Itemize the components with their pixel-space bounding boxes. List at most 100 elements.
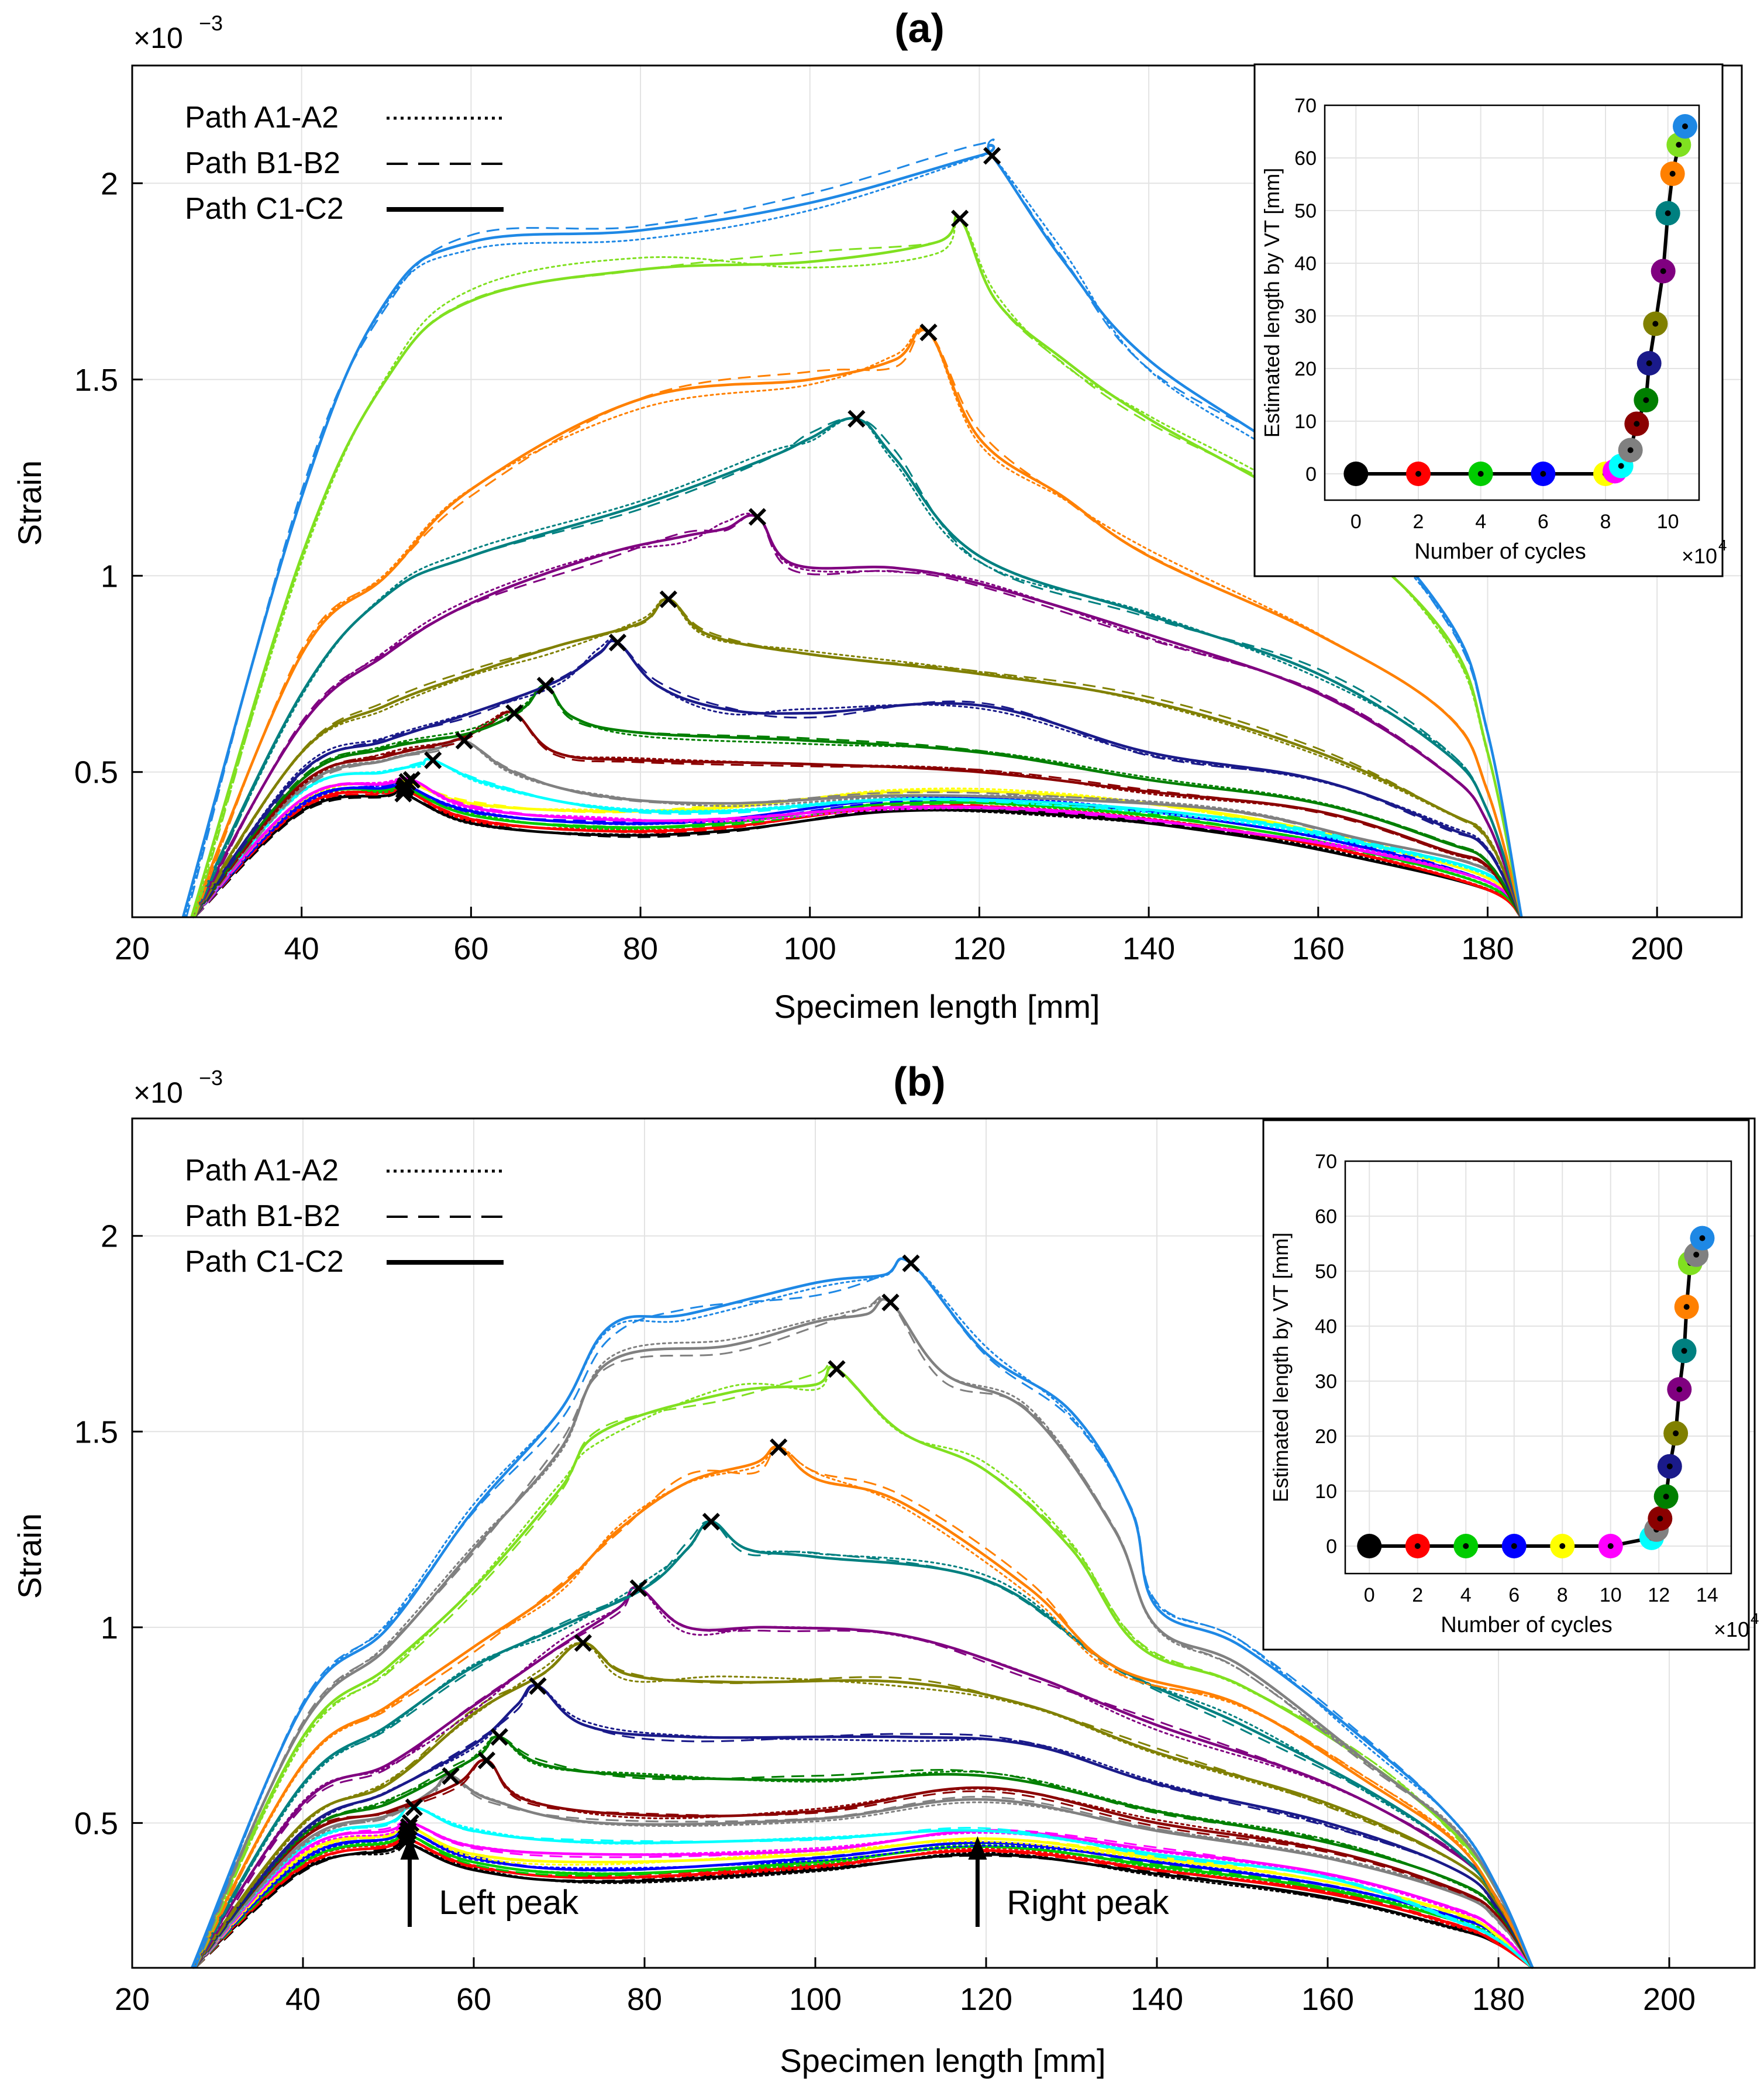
panel-b-peak-marker [477,1751,496,1770]
panel-a-peak-marker-stroke [394,784,412,803]
panel-b-inset-x-tick-label: 12 [1648,1584,1670,1606]
panel-a-peak-markers [394,147,1001,803]
panel-a-curve-path-b1-b2-navy [194,640,1522,918]
panel-a-peak-marker [536,677,554,695]
panel-b-x-tick-label: 80 [627,1982,662,2017]
panel-a-peak-marker [455,731,473,750]
panel-a-curve-path-c1-c2-dark-green [190,684,1523,918]
panel-b-inset-x-tick-label: 2 [1412,1584,1423,1606]
panel-b-curve-path-c1-c2-dark-green [191,1735,1534,1969]
panel-b-peak-marker-stroke [629,1579,647,1598]
panel-b-legend: Path A1-A2 Path B1-B2 Path C1-C2 [185,1154,504,1279]
panel-b-inset-point-center [1676,1386,1683,1393]
panel-b-peak-marker [574,1634,592,1652]
panel-a-peak-marker-stroke [536,677,554,695]
panel-b-inset-x-tick-label: 8 [1557,1584,1568,1606]
panel-b-y-tick-label: 0.5 [74,1806,118,1841]
panel-b-label: (b) [893,1059,945,1104]
panel-b-peak-marker-stroke [574,1634,592,1652]
panel-a-y-exponent-power: −3 [199,11,223,35]
panel-b-inset-point-center [1463,1543,1469,1549]
panel-b-x-tick-label: 40 [285,1982,321,2017]
panel-a-peak-marker [608,634,627,652]
panel-b-inset-point-center [1666,1463,1673,1469]
panel-a-peak-marker-stroke [748,508,767,526]
panel-b-curve-path-c1-c2-red [191,1836,1534,1969]
panel-a-inset-x-tick-label: 2 [1413,511,1424,533]
panel-b-annotation-arrow-head [400,1836,419,1860]
panel-a-peak-marker-stroke [455,731,473,750]
panel-a-inset-x-tick-label: 10 [1657,511,1679,533]
panel-b-y-tick-label: 1.5 [74,1414,118,1450]
panel-b-inset-point-center [1366,1543,1373,1549]
panel-b-x-axis-label: Specimen length [mm] [780,2042,1105,2079]
panel-b-y-ticks: 0.5 1 1.5 2 [74,1219,143,1841]
panel-b-curve-path-c1-c2-magenta [191,1820,1534,1969]
panel-a-inset-y-tick-label: 70 [1294,95,1317,117]
panel-a-peak-marker [748,508,767,526]
panel-a-inset-point-center [1643,397,1649,403]
panel-b-curve-path-a1-a2-gray [192,1775,1534,1969]
panel-b-peak-marker-stroke [702,1513,721,1531]
panel-b-inset-plot-frame [1344,1160,1732,1575]
panel-b-peak-marker [881,1293,900,1312]
panel-b-curve-path-c1-c2-blue [191,1828,1534,1969]
panel-b-chart: (b) ×10 −3 20 40 60 80 100 120 140 160 180 200 0.… [11,1059,1759,2079]
panel-a-inset-y-axis-label: Estimated length by VT [mm] [1260,168,1284,438]
panel-a-inset-x-exponent-power: 4 [1718,536,1727,554]
panel-a-y-tick-label: 1.5 [74,363,118,398]
panel-a-inset-point-center [1477,471,1484,477]
panel-a-inset-x-axis-label: Number of cycles [1414,539,1586,564]
panel-a-x-tick-label: 60 [453,931,488,966]
panel-a-chart: (a) ×10 −3 20 40 60 80 100 120 140 160 180 200 0.… [11,5,1743,1025]
panel-b-peak-marker [405,1798,423,1816]
panel-b-curve-path-b1-b2-teal [194,1520,1534,1968]
panel-a-inset-x-exponent-base: ×10 [1682,544,1717,568]
panel-a-legend-label: Path B1-B2 [185,146,340,180]
panel-b-curve-path-c1-c2-purple [191,1586,1534,1969]
panel-b-x-ticks: 20 40 60 80 100 120 140 160 180 200 [115,1957,1696,2017]
panel-b-peak-marker-stroke [529,1677,547,1695]
panel-a-peak-marker-stroke [424,751,442,769]
panel-b-inset-point-center [1511,1543,1517,1549]
panel-b-inset-x-tick-label: 14 [1696,1584,1718,1606]
panel-a-x-ticks: 20 40 60 80 100 120 140 160 180 200 [115,907,1683,966]
panel-a-peak-marker [847,409,866,428]
panel-b-inset-point-center [1657,1516,1663,1522]
panel-a-peak-marker-stroke [505,704,523,722]
panel-b-curve-path-c1-c2-teal [191,1520,1534,1969]
panel-a-inset-point-center [1676,142,1682,148]
panel-a-x-tick-label: 140 [1122,931,1175,966]
panel-b-y-tick-label: 2 [101,1219,118,1254]
panel-a-x-axis-label: Specimen length [mm] [774,988,1100,1025]
panel-a-curve-path-c1-c2-magenta [190,777,1523,918]
panel-a-peak-marker [919,323,938,342]
panel-a-peak-marker-stroke [847,409,866,428]
panel-b-x-tick-label: 200 [1643,1982,1696,2017]
panel-a-legend-label: Path C1-C2 [185,192,344,226]
panel-b-inset-y-tick-label: 60 [1315,1206,1337,1228]
panel-b-curve-path-b1-b2-navy [194,1685,1534,1968]
panel-a-curve-path-b1-b2-cyan [194,758,1522,918]
panel-b-annotation-arrow-head [968,1836,987,1860]
panel-b-curve-path-c1-c2-gray [191,1774,1534,1969]
panel-b-inset-x-exponent-power: 4 [1751,1610,1759,1627]
panel-b-peak-marker-stroke [442,1767,460,1785]
panel-a-inset-point-center [1353,471,1359,477]
panel-b-inset-y-tick-label: 20 [1315,1426,1337,1448]
panel-b-annotation-label: Right peak [1007,1884,1169,1922]
panel-b-x-tick-label: 140 [1131,1982,1183,2017]
panel-a-inset-point-center [1646,360,1652,366]
panel-a-peak-marker-stroke [950,209,969,228]
panel-b-curve-path-a1-a2-red [192,1836,1534,1969]
panel-b-plot-frame [131,1117,1756,1969]
panel-b-curve-path-b1-b2-orange [194,1446,1534,1968]
panel-b-curve-path-c1-c2-orange [191,1445,1534,1969]
panel-b-inset-point-center [1681,1348,1687,1354]
panel-b-curve-path-c1-c2-sky-blue [191,1257,1534,1968]
panel-b-inset-chart: 0 2 4 6 8 10 12 14 0 10 20 30 40 50 60 70 Number of cycl… [1262,1119,1759,1651]
panel-b-curve-path-c1-c2-cyan [191,1806,1534,1969]
panel-b-inset-y-tick-label: 50 [1315,1261,1337,1283]
panel-a-x-tick-label: 80 [623,931,658,966]
panel-a-curve-path-c1-c2-gray [190,738,1523,918]
